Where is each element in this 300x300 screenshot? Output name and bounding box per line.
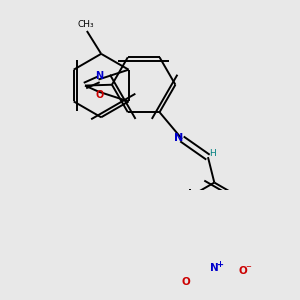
Text: H: H [209,149,216,158]
Text: O: O [238,266,247,276]
Text: +: + [216,260,223,268]
Text: N: N [210,263,219,273]
Text: O: O [182,277,190,287]
Text: CH₃: CH₃ [77,20,94,29]
Text: O: O [95,90,104,100]
Text: ⁻: ⁻ [245,264,251,274]
Text: N: N [174,133,183,143]
Text: N: N [95,71,104,81]
